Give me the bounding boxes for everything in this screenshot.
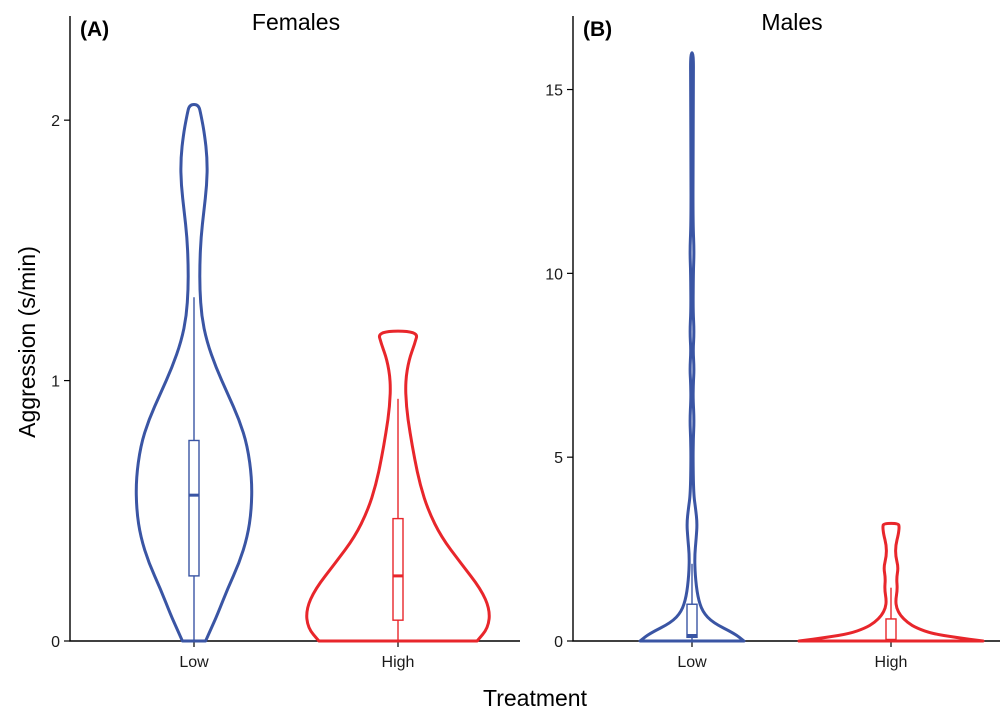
panel-b-y-tick-label: 10 <box>545 266 563 283</box>
box-high <box>885 618 897 642</box>
panel-males: (B) Males 0 5 10 15 Low High <box>545 9 1000 671</box>
panel-b-axes <box>572 16 1000 642</box>
panel-a-axes <box>69 16 520 642</box>
violin-low <box>638 51 746 643</box>
box-low <box>188 439 200 577</box>
panel-females: (A) Females 0 1 2 Low High <box>51 9 520 671</box>
panel-a-y-tick-label: 0 <box>51 634 60 651</box>
box-low <box>686 603 698 639</box>
violin-high <box>305 329 491 643</box>
violin-low <box>134 103 254 643</box>
panel-b-y-tick-label: 5 <box>554 450 563 467</box>
panel-b-title: Males <box>761 9 822 35</box>
panel-a-x-tick-label: High <box>382 654 415 671</box>
panel-a-plot-area: 0 1 2 Low High <box>51 16 520 671</box>
panel-b-y-tick-label: 0 <box>554 634 563 651</box>
x-axis-title: Treatment <box>483 685 588 711</box>
panel-b-y-tick-label: 15 <box>545 83 563 100</box>
panel-b-x-tick-label: High <box>875 654 908 671</box>
panel-b-tag: (B) <box>583 18 612 41</box>
panel-a-y-tick-label: 1 <box>51 374 60 391</box>
panel-a-x-tick-label: Low <box>179 654 209 671</box>
panel-b-x-tick-label: Low <box>677 654 707 671</box>
panel-a-y-tick-label: 2 <box>51 113 60 130</box>
box-high <box>392 517 404 621</box>
y-axis-title: Aggression (s/min) <box>14 246 40 438</box>
panel-a-title: Females <box>252 9 340 35</box>
panel-a-tag: (A) <box>80 18 109 41</box>
violin-high <box>797 521 985 643</box>
panel-b-plot-area: 0 5 10 15 Low High <box>545 16 1000 671</box>
